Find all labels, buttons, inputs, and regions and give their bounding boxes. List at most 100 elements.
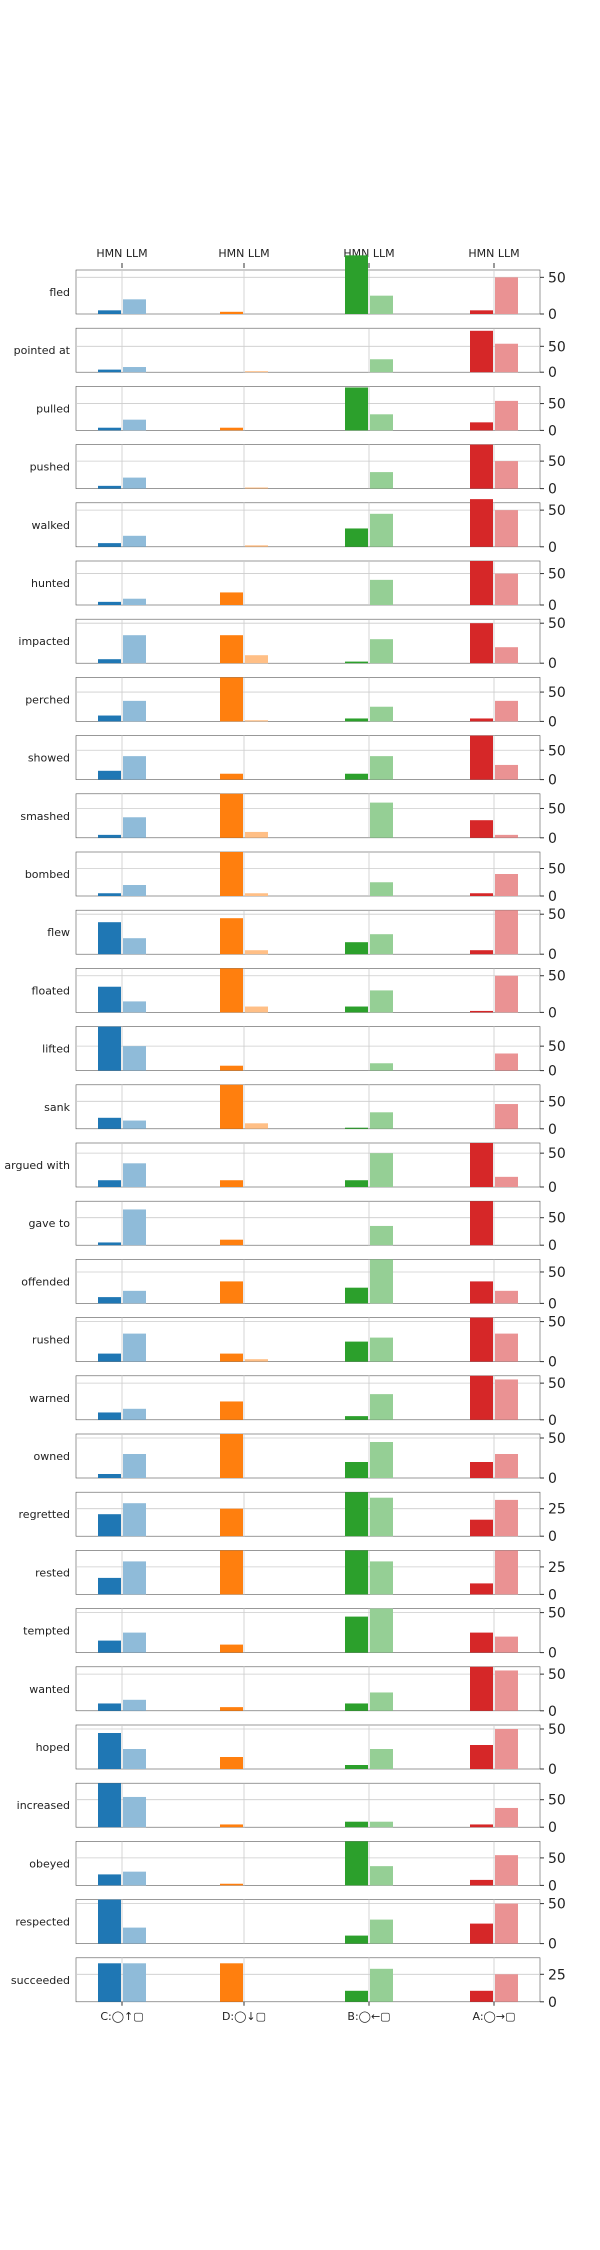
bar-hmn: [220, 1434, 243, 1478]
bar-llm: [123, 1561, 146, 1595]
axes-frame: [75, 1899, 541, 1944]
bar-hmn: [470, 1317, 493, 1362]
bar-hmn: [98, 659, 121, 664]
axes-frame: [75, 1957, 541, 2003]
row-label: warned: [29, 1392, 70, 1405]
bar-llm: [495, 510, 518, 547]
bar-hmn: [98, 1899, 121, 1944]
bar-hmn: [98, 893, 121, 896]
bar-llm: [123, 1699, 146, 1711]
bar-hmn: [98, 1577, 121, 1595]
bar-llm: [370, 1442, 393, 1478]
y-tick-label: 0: [548, 1122, 557, 1138]
bar-hmn: [470, 561, 493, 605]
row-impacted: 0 50 impacted: [18, 616, 565, 672]
bar-hmn: [220, 1281, 243, 1304]
y-tick-label: 0: [548, 1064, 557, 1080]
row-increased: 0 50 increased: [17, 1782, 566, 1836]
bar-hmn: [345, 1287, 368, 1304]
bar-llm: [495, 343, 518, 373]
row-label: pushed: [30, 461, 70, 474]
row-bombed: 0 50 bombed: [25, 851, 566, 905]
bar-hmn: [470, 1143, 493, 1187]
bar-llm: [370, 1497, 393, 1537]
y-tick-label: 0: [548, 831, 557, 847]
row-pushed: 0 50 pushed: [30, 444, 566, 498]
bar-hmn: [98, 369, 121, 373]
bar-hmn: [98, 1117, 121, 1129]
bar-llm: [123, 1290, 146, 1304]
row-label: showed: [28, 752, 70, 765]
axes-frame: [75, 1433, 541, 1479]
bar-llm: [370, 472, 393, 489]
row-label: lifted: [42, 1043, 70, 1056]
y-tick-label: 25: [548, 1502, 566, 1518]
y-tick-label: 0: [548, 1238, 557, 1254]
row-succeeded: 0 25 succeeded: [11, 1957, 566, 2011]
column-label-2: B:◯←▢: [347, 2010, 390, 2023]
y-tick-label: 50: [548, 1851, 566, 1867]
bar-hmn: [220, 1065, 243, 1071]
bar-llm: [370, 882, 393, 896]
y-tick-label: 50: [548, 1315, 566, 1331]
bar-llm: [495, 1636, 518, 1653]
bar-hmn: [470, 893, 493, 896]
axes-frame: [75, 1317, 541, 1362]
bar-llm: [370, 1561, 393, 1595]
bar-llm: [245, 831, 268, 838]
y-tick-label: 50: [548, 1376, 566, 1392]
bar-hmn: [220, 1883, 243, 1886]
row-respected: 0 50 respected: [15, 1897, 565, 1953]
row-label: increased: [17, 1799, 70, 1812]
axes-frame: [75, 909, 541, 955]
bar-llm: [123, 1408, 146, 1420]
bar-hmn: [345, 1127, 368, 1129]
y-tick-label: 0: [548, 1878, 557, 1894]
bar-llm: [245, 893, 268, 896]
axes-frame: [75, 1550, 541, 1595]
y-tick-label: 50: [548, 454, 566, 470]
y-tick-label: 50: [548, 1265, 566, 1281]
bar-hmn: [220, 1707, 243, 1711]
bar-llm: [495, 1670, 518, 1711]
bar-llm: [370, 1063, 393, 1071]
row-label: fled: [49, 286, 70, 299]
bar-hmn: [470, 499, 493, 547]
bar-hmn: [345, 528, 368, 547]
bar-hmn: [98, 427, 121, 431]
bar-hmn: [220, 677, 243, 722]
row-rested: 0 25 rested: [35, 1550, 566, 1603]
bar-hmn: [220, 1084, 243, 1129]
bar-llm: [370, 1112, 393, 1129]
bar-hmn: [470, 1824, 493, 1828]
axes-frame: [75, 1084, 541, 1130]
bar-llm: [370, 1259, 393, 1304]
y-tick-label: 50: [548, 1094, 566, 1110]
bar-llm: [370, 1919, 393, 1944]
bar-hmn: [470, 1923, 493, 1944]
axes-frame: [75, 1259, 541, 1304]
row-wanted: 0 50 wanted: [29, 1666, 566, 1720]
bar-llm: [123, 938, 146, 955]
bar-llm: [245, 545, 268, 547]
bar-hmn: [470, 1583, 493, 1595]
row-gave-to: 0 50 gave to: [28, 1200, 566, 1254]
bar-llm: [123, 1454, 146, 1478]
bar-hmn: [98, 922, 121, 955]
bar-hmn: [345, 942, 368, 955]
bar-llm: [370, 802, 393, 838]
bar-hmn: [470, 820, 493, 838]
row-smashed: 0 50 smashed: [20, 793, 566, 847]
y-tick-label: 50: [548, 969, 566, 985]
y-tick-label: 0: [548, 889, 557, 905]
bar-hmn: [220, 635, 243, 664]
bar-llm: [495, 764, 518, 780]
bar-llm: [123, 598, 146, 605]
bar-hmn: [345, 1462, 368, 1478]
bar-hmn: [345, 1765, 368, 1769]
bar-llm: [245, 1006, 268, 1013]
bar-llm: [123, 1749, 146, 1769]
bar-llm: [495, 1499, 518, 1537]
y-tick-label: 0: [548, 1180, 557, 1196]
bar-hmn: [220, 852, 243, 896]
